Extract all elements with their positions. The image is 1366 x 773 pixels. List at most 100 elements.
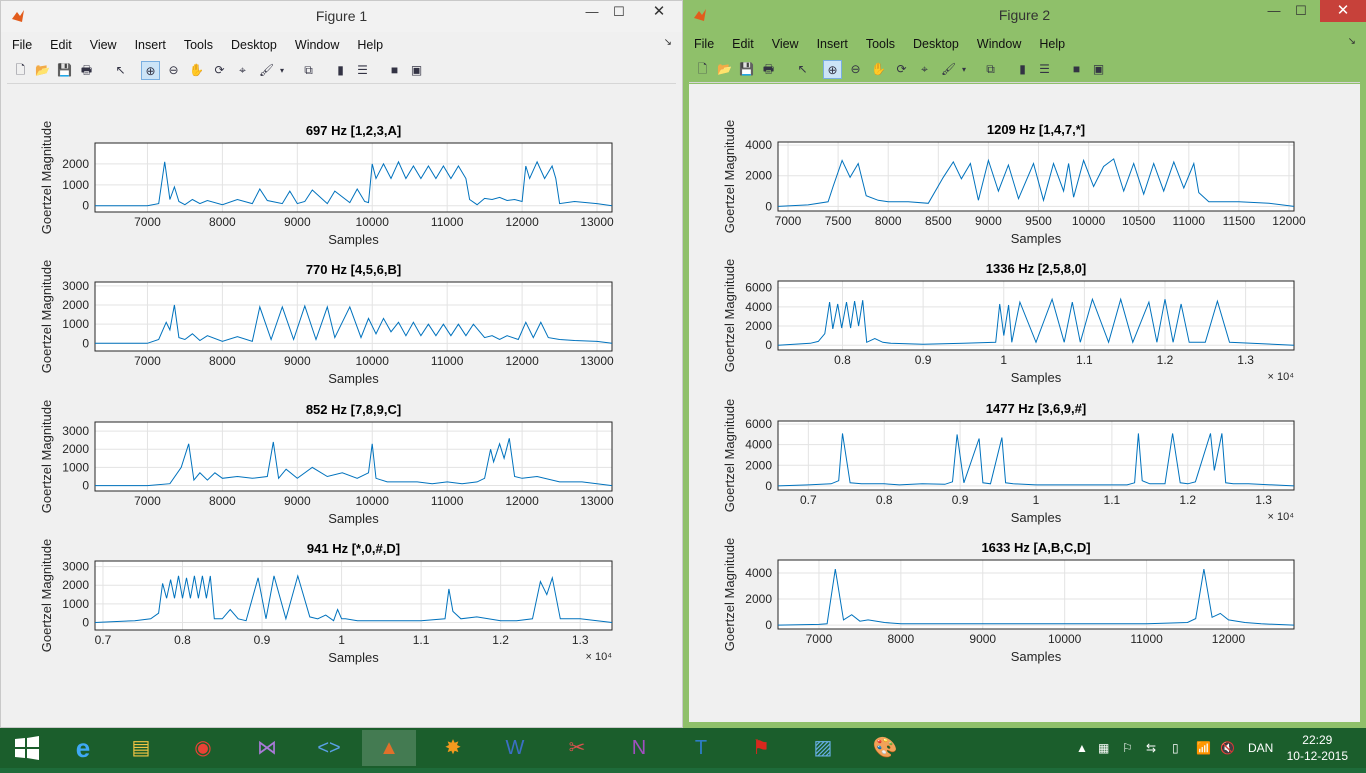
subplot-4[interactable]: 7000 8000 9000 10000 11000 12000 4000 2000 0 1633… bbox=[722, 538, 1295, 664]
subplot-4[interactable]: 0.7 0.8 0.9 1 1.1 1.2 1.3 3000 2000 1000 0 941 Hz [… bbox=[39, 539, 613, 665]
menu-edit[interactable]: Edit bbox=[50, 38, 72, 52]
open-file-icon[interactable]: 📂 bbox=[35, 63, 50, 77]
brush-icon[interactable]: 🖌 bbox=[258, 63, 275, 77]
menu-view[interactable]: View bbox=[771, 37, 799, 51]
close-button[interactable]: ✕ bbox=[1320, 0, 1366, 22]
save-icon[interactable]: 💾 bbox=[57, 63, 72, 77]
matlab-taskbar-icon[interactable]: ▲ bbox=[362, 730, 416, 766]
link-plot-icon[interactable]: ⧉ bbox=[304, 63, 313, 77]
word-icon[interactable]: W bbox=[505, 737, 525, 759]
menu-insert[interactable]: Insert bbox=[816, 37, 848, 51]
subplot-3[interactable]: 0.7 0.8 0.9 1 1.1 1.2 1.3 6000 4000 2000 0 1477 Hz … bbox=[722, 399, 1295, 525]
menu-file[interactable]: File bbox=[694, 37, 715, 51]
network-share-icon[interactable]: ⇆ bbox=[1146, 741, 1157, 755]
menu-window[interactable]: Window bbox=[294, 38, 340, 52]
colorbar-icon[interactable]: ▮ bbox=[1019, 62, 1026, 76]
action-center-icon[interactable]: ▦ bbox=[1098, 741, 1110, 755]
x-tick-label: 0.9 bbox=[952, 493, 969, 507]
x-tick-label: 1.3 bbox=[1255, 493, 1272, 507]
menu-tools[interactable]: Tools bbox=[183, 38, 214, 52]
minimize-button[interactable]: — bbox=[585, 4, 599, 19]
edit-plot-icon[interactable]: ↖ bbox=[797, 62, 808, 76]
menu-dock-icon[interactable]: ↘ bbox=[1347, 36, 1356, 47]
paint-icon[interactable]: 🎨 bbox=[872, 737, 898, 759]
rotate-icon[interactable]: ⟳ bbox=[896, 62, 907, 76]
rotate-icon[interactable]: ⟳ bbox=[214, 63, 225, 77]
maximize-button[interactable]: ☐ bbox=[613, 4, 625, 19]
subplot-1[interactable]: 7000 7500 8000 8500 9000 9500 10000 10500 11000 1… bbox=[722, 120, 1306, 246]
maximize-button[interactable]: ☐ bbox=[1295, 3, 1307, 18]
burst-app-icon[interactable]: ✸ bbox=[444, 737, 462, 759]
colorbar-icon[interactable]: ▮ bbox=[337, 63, 344, 77]
y-tick-label: 2000 bbox=[745, 319, 772, 333]
vscode-icon[interactable]: <> bbox=[317, 737, 341, 759]
subplot-2[interactable]: 0.8 0.9 1 1.1 1.2 1.3 6000 4000 2000 0 1336 Hz [2,… bbox=[722, 259, 1295, 385]
file-explorer-icon[interactable]: ▤ bbox=[131, 737, 151, 759]
acrobat-icon[interactable]: ⚑ bbox=[752, 737, 770, 759]
data-cursor-icon[interactable]: ⌖ bbox=[921, 62, 928, 76]
edit-plot-icon[interactable]: ↖ bbox=[115, 63, 126, 77]
chrome-icon[interactable]: ◉ bbox=[194, 737, 212, 759]
print-icon[interactable]: 🖶 bbox=[762, 62, 775, 76]
start-button[interactable] bbox=[0, 730, 54, 766]
volume-muted-icon[interactable]: 🔇 bbox=[1220, 741, 1235, 755]
show-hidden-icons[interactable]: ▲ bbox=[1076, 741, 1088, 755]
brush-icon[interactable]: 🖌 bbox=[940, 62, 957, 76]
figure-toolbar: 🗋 📂 💾 🖶 ↖ ⊕ ⊖ ✋ ⟳ ⌖ 🖌 ▾ ⧉ ▮ ☰ ■ ▣ bbox=[689, 57, 1360, 83]
onenote-icon[interactable]: N bbox=[631, 737, 647, 759]
menu-view[interactable]: View bbox=[89, 38, 117, 52]
menu-edit[interactable]: Edit bbox=[732, 37, 754, 51]
menu-help[interactable]: Help bbox=[1039, 37, 1066, 51]
language-indicator[interactable]: DAN bbox=[1248, 741, 1274, 755]
subplot-2[interactable]: 7000 8000 9000 10000 11000 12000 1300030002000… bbox=[39, 260, 614, 386]
visual-studio-icon[interactable]: ⋈ bbox=[257, 737, 277, 759]
menu-tools[interactable]: Tools bbox=[865, 37, 896, 51]
data-cursor-icon[interactable]: ⌖ bbox=[239, 63, 246, 77]
clock[interactable]: 22:29 10-12-2015 bbox=[1287, 732, 1348, 764]
menu-dock-icon[interactable]: ↘ bbox=[663, 37, 672, 48]
internet-explorer-icon[interactable]: e bbox=[75, 733, 91, 763]
battery-icon[interactable]: ▯ bbox=[1172, 741, 1179, 755]
show-plot-tools-icon[interactable]: ▣ bbox=[410, 63, 423, 77]
print-icon[interactable]: 🖶 bbox=[80, 63, 93, 77]
brush-dropdown-icon[interactable]: ▾ bbox=[279, 66, 284, 75]
legend-icon[interactable]: ☰ bbox=[1039, 62, 1050, 76]
link-plot-icon[interactable]: ⧉ bbox=[986, 62, 995, 76]
figure-1-window[interactable]: Figure 1 — ☐ ✕ File Edit View Insert Tools De… bbox=[0, 0, 683, 728]
zoom-out-icon[interactable]: ⊖ bbox=[850, 62, 861, 76]
brush-dropdown-icon[interactable]: ▾ bbox=[961, 65, 966, 74]
menu-insert[interactable]: Insert bbox=[134, 38, 166, 52]
menu-desktop[interactable]: Desktop bbox=[231, 38, 277, 52]
wifi-icon[interactable]: 📶 bbox=[1196, 741, 1211, 755]
minimize-button[interactable]: — bbox=[1267, 3, 1281, 18]
new-figure-icon[interactable]: 🗋 bbox=[697, 62, 708, 76]
new-figure-icon[interactable]: 🗋 bbox=[15, 63, 26, 77]
figure-2-window[interactable]: Figure 2 — ☐ ✕ File Edit View Insert Tools De… bbox=[683, 0, 1366, 728]
title-bar[interactable]: Figure 2 — ☐ ✕ bbox=[683, 0, 1366, 31]
y-axis-label: Goertzel Magnitude bbox=[39, 539, 54, 652]
hide-plot-tools-icon[interactable]: ■ bbox=[1072, 62, 1081, 76]
menu-help[interactable]: Help bbox=[357, 38, 384, 52]
pan-icon[interactable]: ✋ bbox=[871, 62, 886, 76]
show-plot-tools-icon[interactable]: ▣ bbox=[1092, 62, 1105, 76]
open-file-icon[interactable]: 📂 bbox=[717, 62, 732, 76]
subplot-1[interactable]: 7000 8000 9000 10000 11000 12000 1300020001000… bbox=[39, 121, 614, 247]
hide-plot-tools-icon[interactable]: ■ bbox=[390, 63, 399, 77]
menu-desktop[interactable]: Desktop bbox=[913, 37, 959, 51]
photos-icon[interactable]: ▨ bbox=[813, 737, 833, 759]
subplot-3[interactable]: 7000 8000 9000 10000 11000 12000 1300030002000… bbox=[39, 400, 614, 526]
x-tick-label: 10000 bbox=[356, 215, 390, 229]
zoom-out-icon[interactable]: ⊖ bbox=[168, 63, 179, 77]
menu-window[interactable]: Window bbox=[976, 37, 1022, 51]
flag-icon[interactable]: ⚐ bbox=[1122, 741, 1133, 755]
menu-file[interactable]: File bbox=[12, 38, 33, 52]
close-button[interactable]: ✕ bbox=[636, 1, 682, 23]
zoom-in-icon[interactable]: ⊕ bbox=[823, 60, 842, 79]
save-icon[interactable]: 💾 bbox=[739, 62, 754, 76]
texmaker-icon[interactable]: T bbox=[694, 737, 708, 759]
legend-icon[interactable]: ☰ bbox=[357, 63, 368, 77]
pan-icon[interactable]: ✋ bbox=[189, 63, 204, 77]
snipping-tool-icon[interactable]: ✂ bbox=[568, 737, 586, 759]
title-bar[interactable]: Figure 1 — ☐ ✕ bbox=[1, 1, 682, 32]
zoom-in-icon[interactable]: ⊕ bbox=[141, 61, 160, 80]
